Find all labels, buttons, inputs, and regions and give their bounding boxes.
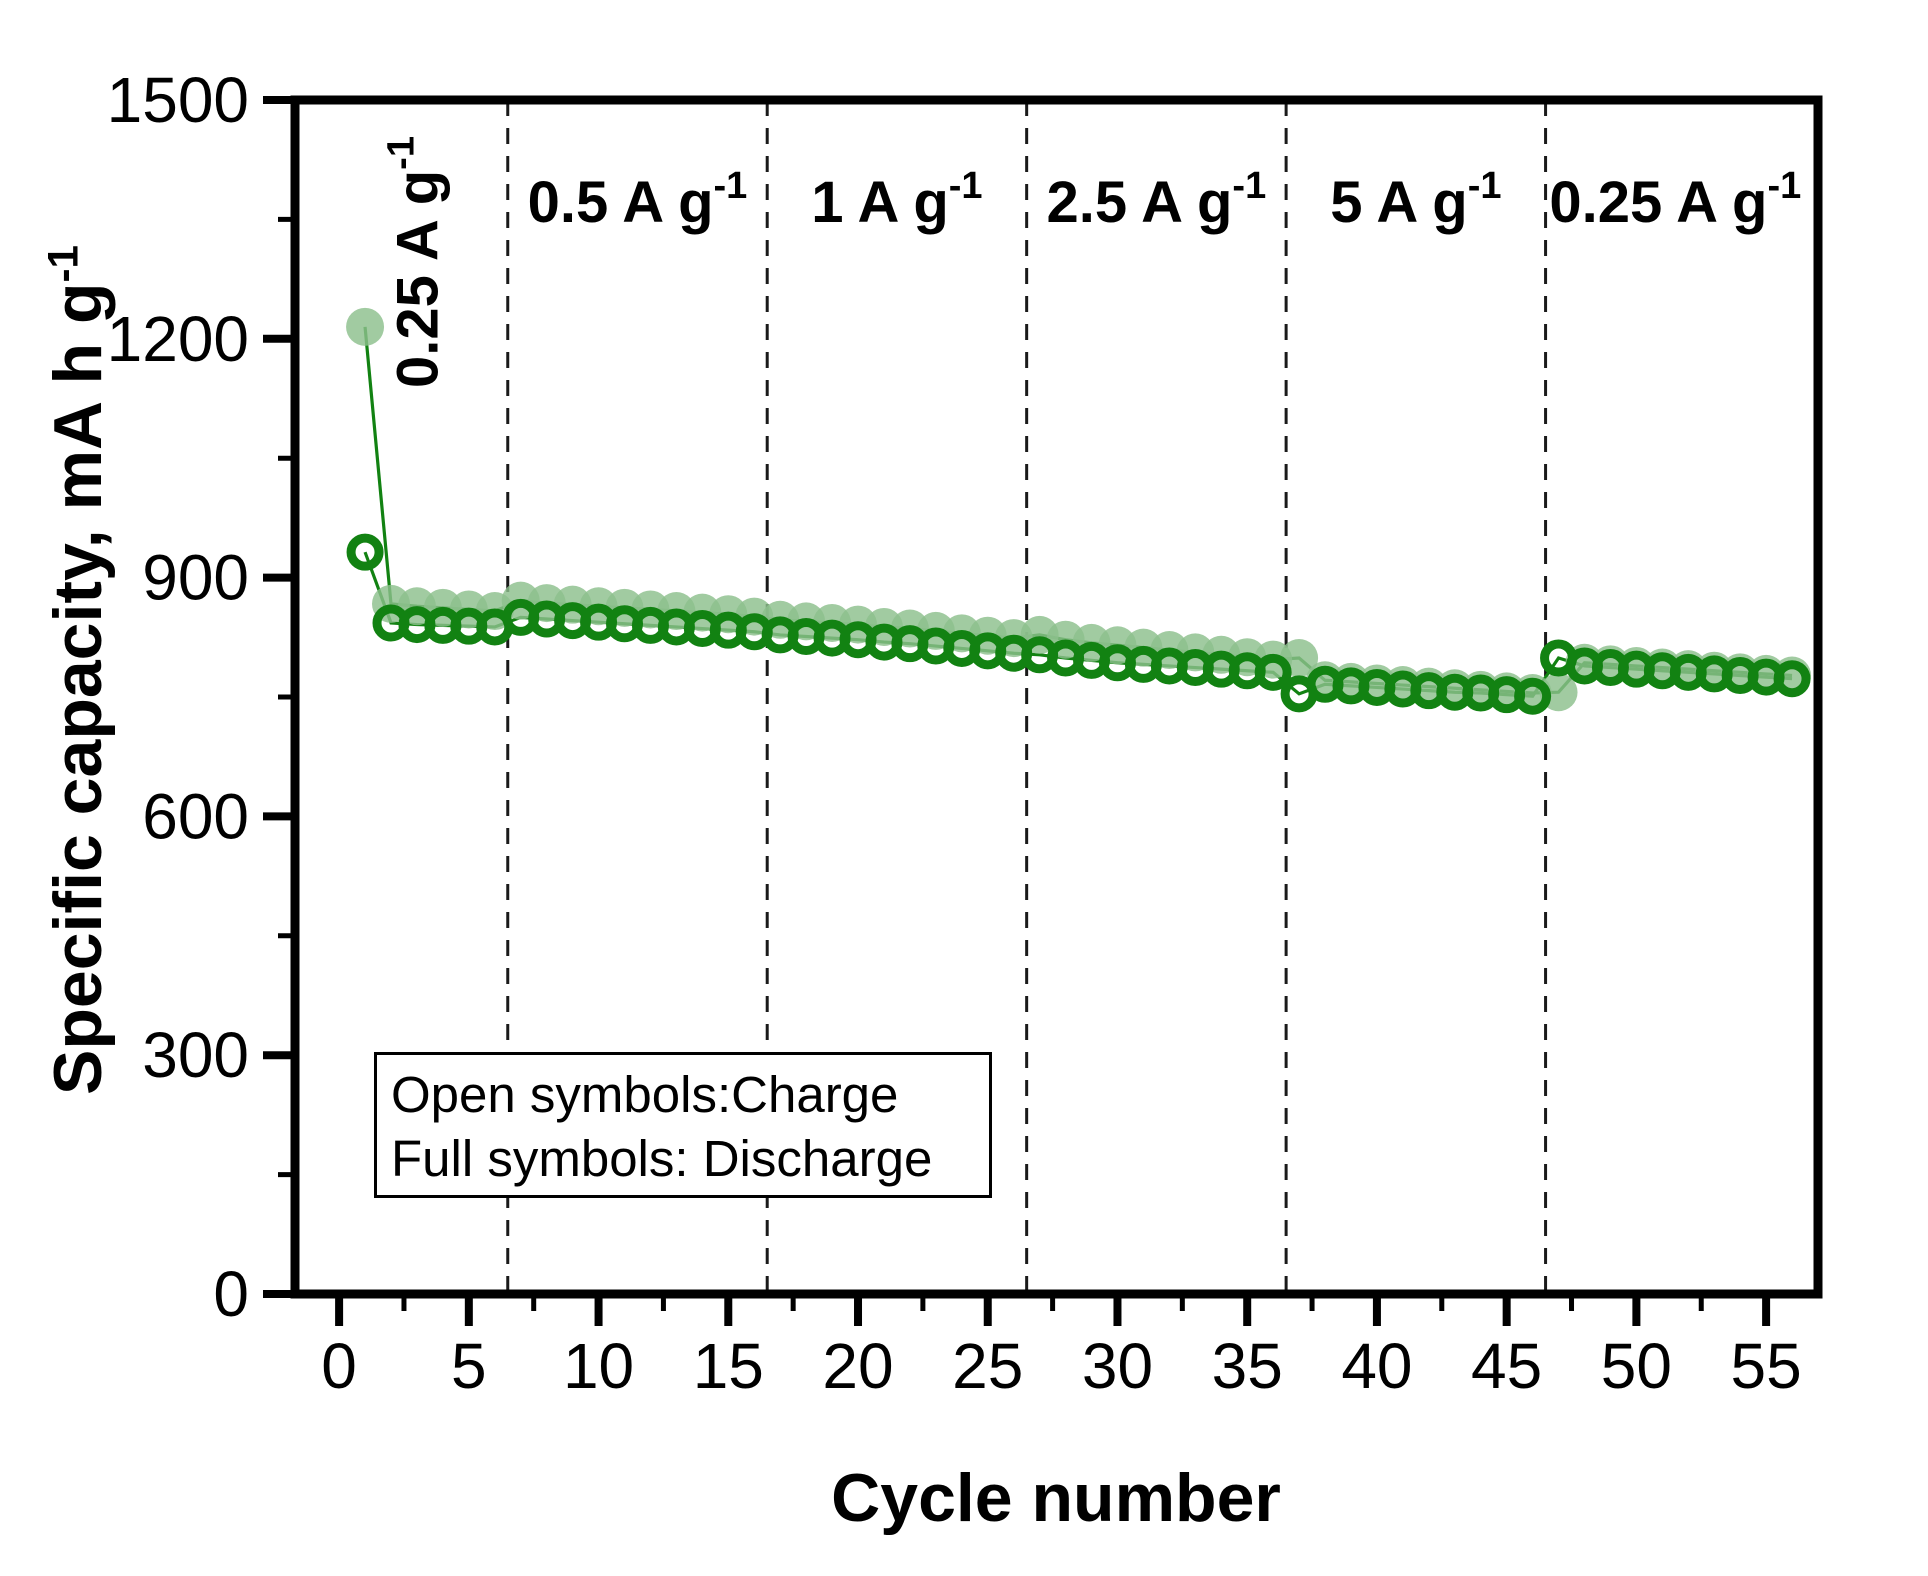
rate-label-rotated: 0.25 A g-1 [381,136,451,388]
x-axis-title-text: Cycle number [831,1460,1281,1536]
y-tick-label: 1200 [107,303,249,375]
x-tick-label: 45 [1471,1330,1542,1402]
x-tick-label: 50 [1601,1330,1672,1402]
x-tick-label: 5 [451,1330,487,1402]
x-tick-label: 35 [1212,1330,1283,1402]
rate-label: 1 A g-1 [811,165,982,235]
x-tick-label: 30 [1082,1330,1153,1402]
legend-line-discharge: Full symbols: Discharge [391,1130,933,1187]
y-axis-title-sup: -1 [39,245,87,283]
y-axis-title-text: Specific capacity, mA h g [40,282,116,1095]
legend-box: Open symbols:Charge Full symbols: Discha… [374,1052,992,1198]
y-tick-label: 900 [142,542,249,614]
x-tick-label: 55 [1731,1330,1802,1402]
y-tick-label: 1500 [107,64,249,136]
x-tick-label: 40 [1341,1330,1412,1402]
y-tick-label: 600 [142,780,249,852]
x-tick-label: 15 [693,1330,764,1402]
legend-line-charge: Open symbols:Charge [391,1066,899,1123]
x-tick-label: 0 [321,1330,357,1402]
y-tick-label: 0 [213,1258,249,1330]
y-tick-label: 300 [142,1019,249,1091]
charge-marker [1773,660,1811,698]
rate-label: 0.5 A g-1 [528,165,748,235]
rate-label: 2.5 A g-1 [1047,165,1267,235]
x-tick-label: 10 [563,1330,634,1402]
rate-label: 5 A g-1 [1330,165,1501,235]
x-tick-label: 20 [822,1330,893,1402]
rate-label: 0.25 A g-1 [1549,165,1801,235]
x-axis-title: Cycle number [831,1459,1281,1537]
charge-marker [346,533,384,571]
x-tick-label: 25 [952,1330,1023,1402]
discharge-marker [346,307,385,346]
charge-marker [1254,653,1292,691]
charge-marker [1514,677,1552,715]
plot-frame [290,95,1823,1299]
y-axis-title: Specific capacity, mA h g-1 [39,245,117,1095]
